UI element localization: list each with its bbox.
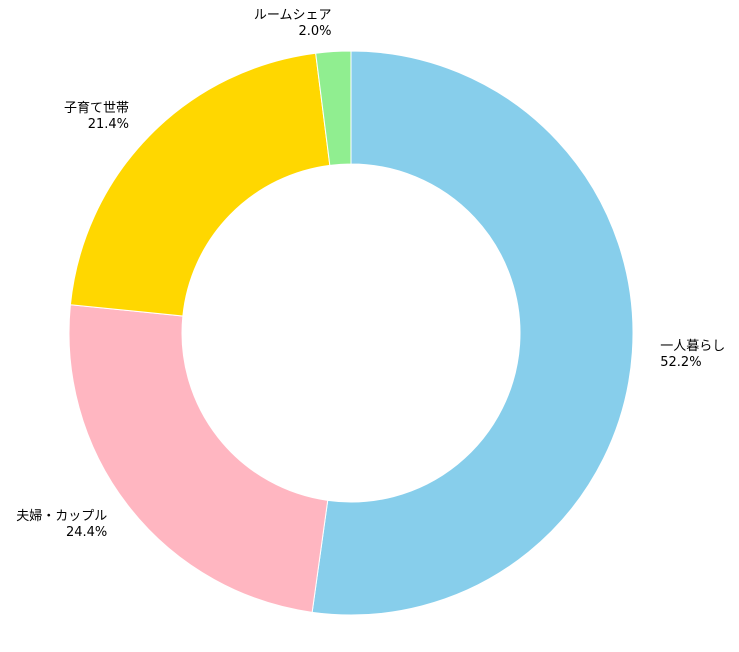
slice-label: 子育て世帯	[64, 100, 129, 116]
donut-slice	[68, 304, 329, 613]
donut-slice	[311, 50, 634, 616]
slice-label: 夫婦・カップル	[16, 508, 107, 524]
slice-label: ルームシェア	[254, 8, 332, 23]
donut-slice	[69, 52, 331, 317]
slice-value-label: 24.4%	[66, 525, 107, 540]
donut-slice	[315, 50, 352, 166]
slice-value-label: 2.0%	[299, 24, 332, 39]
slice-value-label: 21.4%	[88, 117, 129, 132]
slice-label: 一人暮らし	[660, 339, 725, 354]
slice-value-label: 52.2%	[660, 355, 701, 370]
